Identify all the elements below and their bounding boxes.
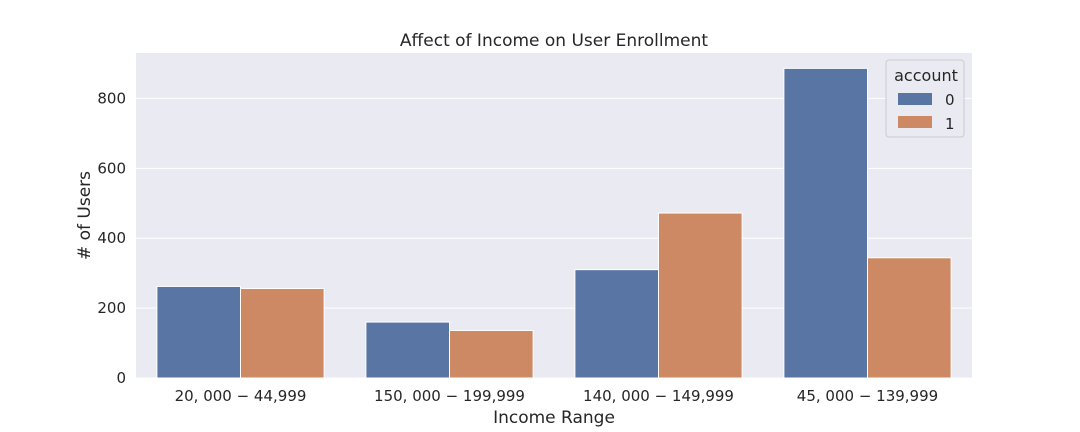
bar-0 bbox=[783, 67, 869, 379]
y-tick-label: 0 bbox=[116, 369, 126, 387]
bar-1 bbox=[658, 212, 743, 379]
legend-label-1: 1 bbox=[945, 115, 955, 133]
y-tick-labels: 0 200 400 600 800 bbox=[97, 89, 126, 387]
legend-swatch-0 bbox=[898, 93, 932, 105]
bar-1 bbox=[449, 329, 534, 379]
bars bbox=[156, 67, 952, 379]
x-tick-labels: 20, 000 − 44,999 150, 000 − 199,999 140, 0… bbox=[175, 387, 939, 405]
x-tick-label: 45, 000 − 139,999 bbox=[797, 387, 938, 405]
y-tick-label: 600 bbox=[97, 159, 126, 177]
y-tick-label: 800 bbox=[97, 89, 126, 107]
bar-0 bbox=[365, 321, 450, 379]
x-tick-label: 150, 000 − 199,999 bbox=[374, 387, 525, 405]
x-tick-label: 140, 000 − 149,999 bbox=[583, 387, 734, 405]
y-axis-label: # of Users bbox=[75, 171, 95, 260]
x-axis-label: Income Range bbox=[493, 408, 615, 428]
chart-title: Affect of Income on User Enrollment bbox=[400, 31, 708, 51]
legend-label-0: 0 bbox=[945, 91, 955, 109]
legend-swatch-1 bbox=[898, 116, 932, 128]
legend: account 0 1 bbox=[885, 59, 965, 138]
bar-0 bbox=[156, 285, 241, 379]
y-tick-label: 200 bbox=[97, 299, 126, 317]
y-tick-label: 400 bbox=[97, 229, 126, 247]
x-tick-label: 20, 000 − 44,999 bbox=[175, 387, 307, 405]
legend-title: account bbox=[894, 66, 958, 85]
bar-1 bbox=[240, 288, 325, 379]
bar-0 bbox=[574, 269, 660, 379]
bar-1 bbox=[867, 257, 952, 379]
